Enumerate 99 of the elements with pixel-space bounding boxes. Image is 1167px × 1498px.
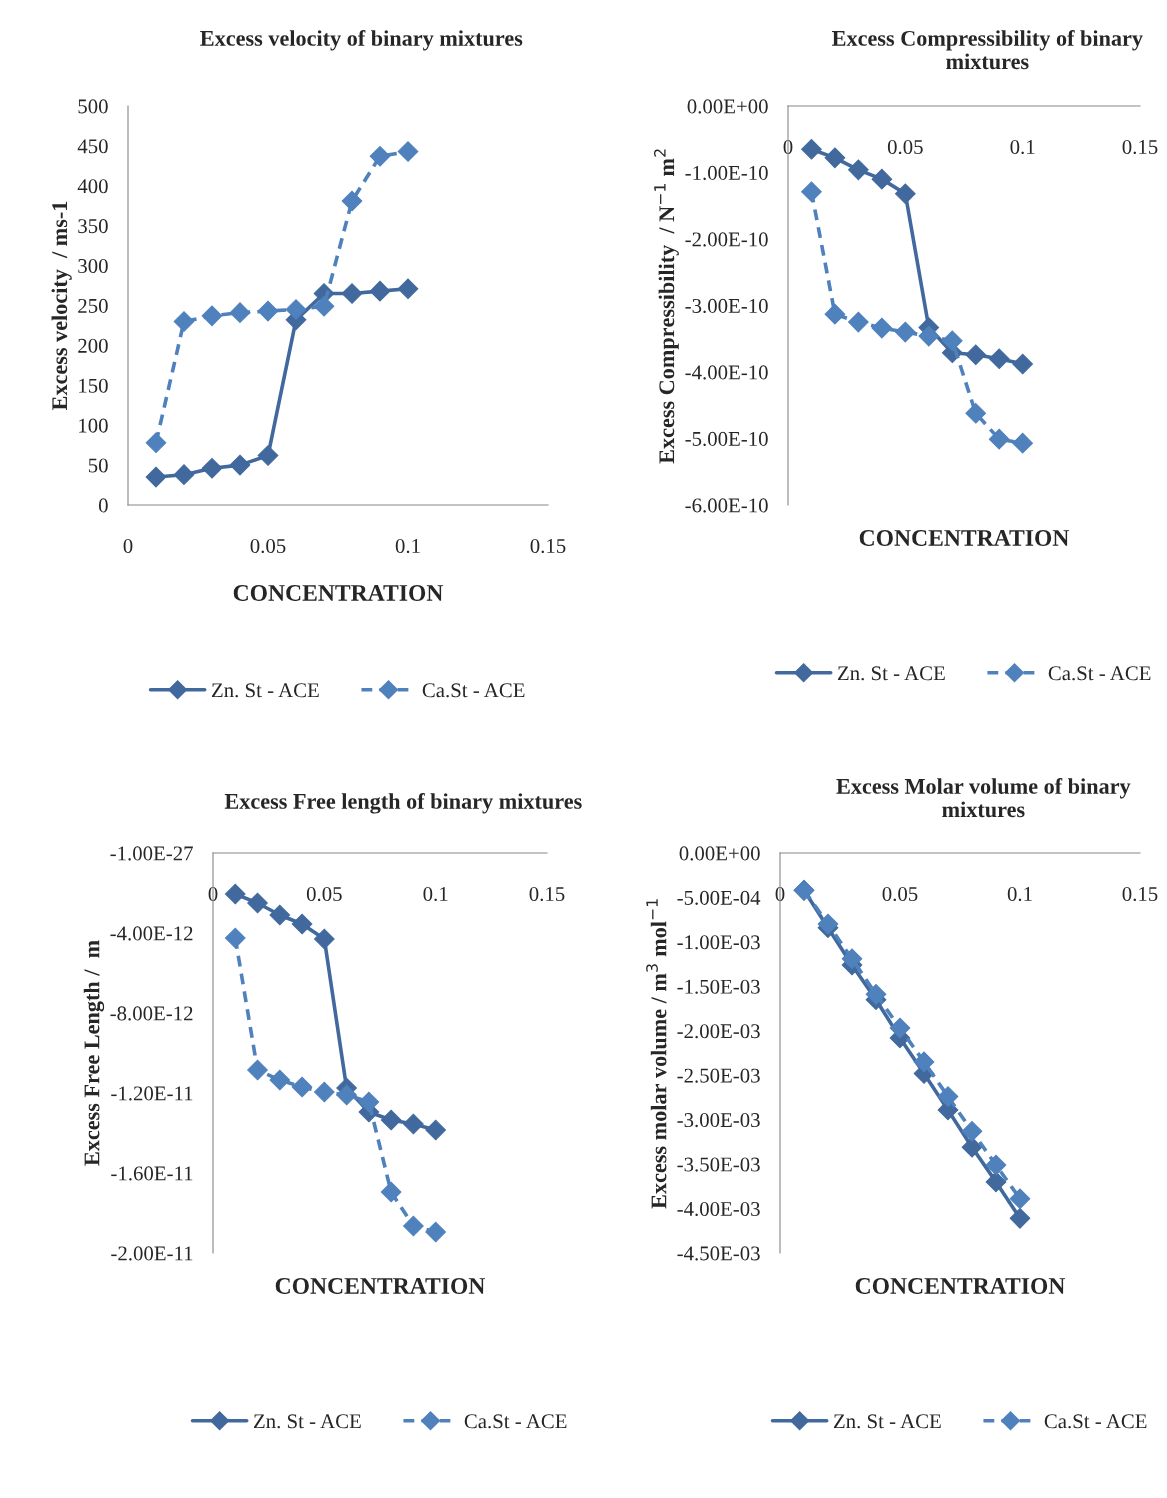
- y-tick-label: -2.00E-03: [677, 1024, 760, 1039]
- point: [257, 445, 279, 466]
- y-tick-label: -4.00E-03: [677, 1201, 760, 1217]
- y-tick-label: 250: [78, 298, 108, 313]
- point: [985, 1171, 1007, 1193]
- point: [257, 300, 279, 322]
- point: [865, 983, 887, 1005]
- point: [229, 454, 251, 476]
- chart-title: Excess Molar volume of binary mixtures: [836, 778, 1131, 818]
- y-axis-title: Excess Compressibility / N$^{−1}$ m$^{2}$: [654, 149, 679, 464]
- legend-label: Ca.St - ACE: [422, 683, 525, 698]
- x-tick-label: 0: [783, 139, 793, 154]
- y-tick-label: -3.00E-03: [677, 1113, 760, 1128]
- y-tick-label: -3.50E-03: [677, 1157, 760, 1172]
- y-tick-label: -1.00E-10: [685, 165, 768, 181]
- x-tick-label: 0.15: [530, 538, 566, 554]
- point: [285, 299, 307, 320]
- y-tick-label: 450: [77, 139, 108, 154]
- x-tick-label: 0.05: [306, 886, 342, 902]
- y-tick-label: -4.00E-12: [110, 926, 193, 941]
- point: [937, 1086, 959, 1107]
- y-tick-label: -6.00E-10: [685, 498, 768, 513]
- point: [961, 1136, 983, 1158]
- y-tick-label: -2.00E-11: [111, 1246, 193, 1261]
- x-tick-label: 0: [775, 886, 785, 901]
- x-tick-label: 0.1: [1007, 886, 1032, 902]
- chart-title: Excess velocity of binary mixtures: [200, 30, 523, 51]
- point: [145, 432, 167, 454]
- point: [1009, 1207, 1031, 1229]
- y-tick-label: 500: [78, 99, 108, 114]
- x-tick-label: 0.1: [423, 886, 448, 902]
- point: [341, 283, 363, 304]
- y-tick-label: -5.00E-10: [685, 431, 768, 447]
- legend-label: Ca.St - ACE: [1048, 666, 1151, 681]
- x-tick-label: 0.05: [882, 886, 918, 902]
- x-axis-title: CONCENTRATION: [233, 585, 444, 601]
- y-tick-label: -1.00E-27: [110, 846, 193, 861]
- x-axis-title: CONCENTRATION: [275, 1278, 486, 1294]
- legend-label: Zn. St - ACE: [253, 1414, 361, 1429]
- point: [201, 305, 223, 327]
- x-tick-label: 0.15: [529, 886, 565, 902]
- y-tick-label: 0.00E+00: [679, 846, 760, 861]
- y-tick-label: -3.00E-10: [685, 298, 768, 314]
- point: [397, 141, 419, 162]
- chart-title: Excess Free length of binary mixtures: [224, 793, 582, 814]
- legend-label: Ca.St - ACE: [464, 1414, 567, 1429]
- y-tick-label: -5.00E-04: [677, 890, 761, 905]
- x-axis-title: CONCENTRATION: [855, 1278, 1066, 1294]
- y-tick-label: 400: [77, 179, 108, 194]
- y-tick-label: -4.50E-03: [677, 1246, 760, 1261]
- point: [229, 302, 251, 324]
- x-axis-title: CONCENTRATION: [859, 530, 1070, 546]
- x-tick-label: 0.1: [395, 538, 420, 554]
- x-tick-label: 0: [123, 538, 133, 553]
- y-axis-title: Excess Free Length / m: [83, 940, 105, 1166]
- legend-label: Zn. St - ACE: [833, 1414, 941, 1429]
- legend-label: Zn. St - ACE: [211, 683, 319, 698]
- point: [173, 311, 195, 332]
- y-tick-label: -2.00E-10: [685, 232, 768, 247]
- y-axis-title: Excess velocity / ms-1: [51, 201, 72, 411]
- y-tick-label: -1.00E-03: [677, 935, 760, 950]
- y-tick-label: -1.60E-11: [111, 1166, 193, 1181]
- y-tick-label: -8.00E-12: [110, 1006, 193, 1021]
- y-tick-label: 200: [78, 338, 108, 353]
- point: [985, 1154, 1007, 1176]
- y-tick-label: -4.00E-10: [685, 365, 768, 380]
- point: [1009, 1188, 1031, 1210]
- point: [341, 190, 363, 212]
- x-tick-label: 0.15: [1122, 886, 1158, 902]
- point: [841, 948, 863, 970]
- y-tick-label: 350: [78, 219, 108, 234]
- point: [313, 295, 335, 317]
- y-tick-label: 50: [88, 458, 108, 473]
- y-axis-title: Excess molar volume / m$^{3}$ mol$^{−1}$: [646, 899, 667, 1209]
- y-tick-label: -2.50E-03: [677, 1068, 760, 1083]
- y-tick-label: 100: [79, 418, 108, 433]
- point: [173, 464, 195, 486]
- y-tick-label: 150: [79, 378, 108, 393]
- legend-label: Zn. St - ACE: [837, 666, 945, 681]
- point: [961, 1120, 983, 1142]
- point: [913, 1051, 935, 1073]
- x-tick-label: 0: [208, 886, 218, 901]
- legend-label: Ca.St - ACE: [1044, 1414, 1147, 1429]
- x-tick-label: 0.1: [1010, 139, 1035, 155]
- y-tick-label: -1.20E-11: [111, 1086, 193, 1101]
- x-tick-label: 0.15: [1122, 139, 1158, 155]
- point: [369, 280, 391, 302]
- y-tick-label: -1.50E-03: [677, 979, 760, 994]
- y-tick-label: 0: [98, 498, 108, 513]
- point: [201, 457, 223, 479]
- chart-title: Excess Compressibility of binary mixtures: [832, 30, 1143, 70]
- point: [369, 145, 391, 167]
- y-tick-label: 300: [78, 258, 108, 274]
- x-tick-label: 0.05: [887, 139, 923, 155]
- x-tick-label: 0.05: [250, 538, 286, 554]
- point: [397, 278, 419, 300]
- point: [889, 1017, 911, 1039]
- y-tick-label: 0.00E+00: [687, 99, 768, 114]
- point: [145, 466, 167, 488]
